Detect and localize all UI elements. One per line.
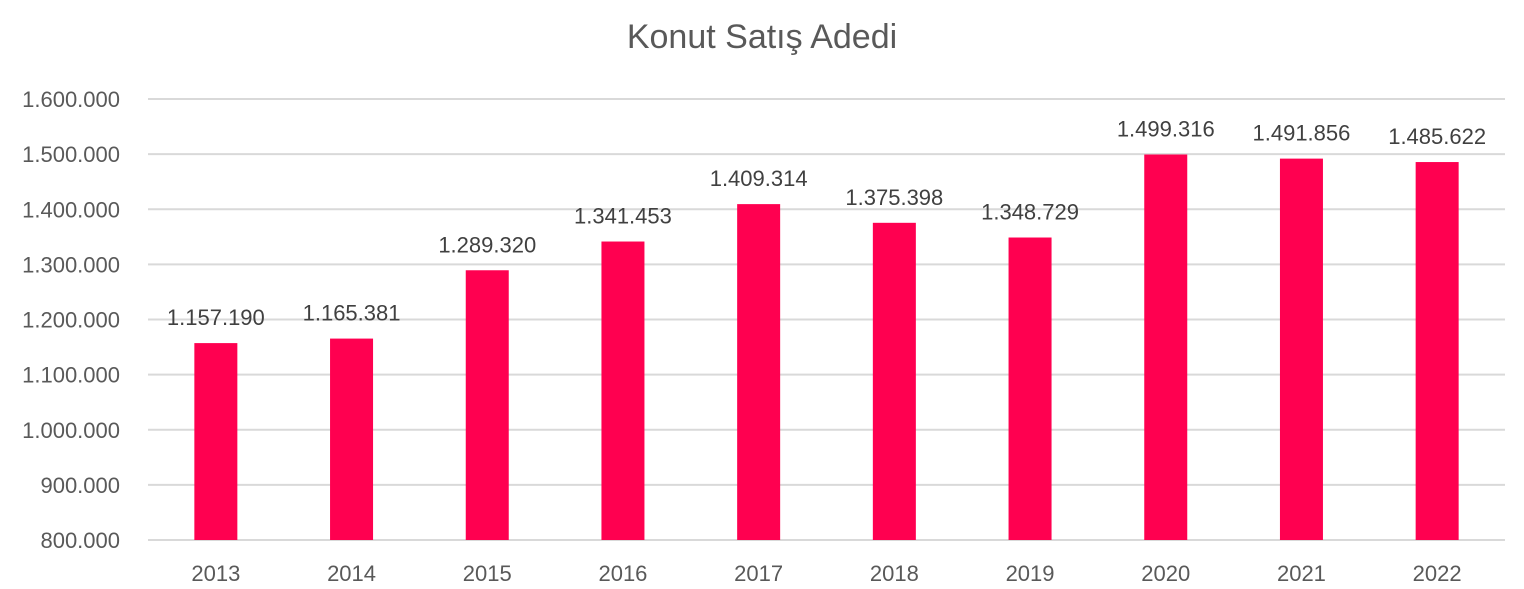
bar-2019 [1008,237,1052,541]
y-tick-label: 1.600.000 [22,87,120,112]
data-label: 1.409.314 [710,166,808,191]
data-label: 1.289.320 [438,232,536,257]
y-tick-label: 900.000 [40,473,120,498]
data-label: 1.165.381 [303,301,401,326]
x-tick-label: 2018 [870,561,919,586]
data-label: 1.348.729 [981,200,1079,225]
data-label: 1.375.398 [845,185,943,210]
x-tick-label: 2015 [463,561,512,586]
y-tick-label: 800.000 [40,528,120,553]
data-label: 1.157.190 [167,305,265,330]
data-label: 1.341.453 [574,204,672,229]
data-label: 1.485.622 [1388,124,1486,149]
bar-2017 [737,204,781,540]
bar-2018 [872,222,916,540]
y-tick-label: 1.300.000 [22,252,120,277]
bar-2021 [1279,158,1323,540]
bar-2015 [465,270,509,540]
bar-2016 [601,241,645,540]
data-label: 1.491.856 [1253,121,1351,146]
x-tick-label: 2016 [598,561,647,586]
x-tick-label: 2020 [1141,561,1190,586]
y-tick-label: 1.200.000 [22,308,120,333]
bar-2022 [1415,162,1459,540]
x-tick-label: 2014 [327,561,376,586]
y-tick-label: 1.000.000 [22,418,120,443]
bar-2014 [330,338,374,540]
x-tick-label: 2021 [1277,561,1326,586]
y-tick-label: 1.500.000 [22,142,120,167]
bar-2020 [1144,154,1188,540]
x-tick-label: 2022 [1413,561,1462,586]
x-tick-label: 2019 [1006,561,1055,586]
x-tick-label: 2013 [191,561,240,586]
y-tick-label: 1.100.000 [22,363,120,388]
data-label: 1.499.316 [1117,117,1215,142]
bar-2013 [194,343,238,540]
y-tick-label: 1.400.000 [22,197,120,222]
x-tick-label: 2017 [734,561,783,586]
chart-title: Konut Satış Adedi [626,18,898,56]
